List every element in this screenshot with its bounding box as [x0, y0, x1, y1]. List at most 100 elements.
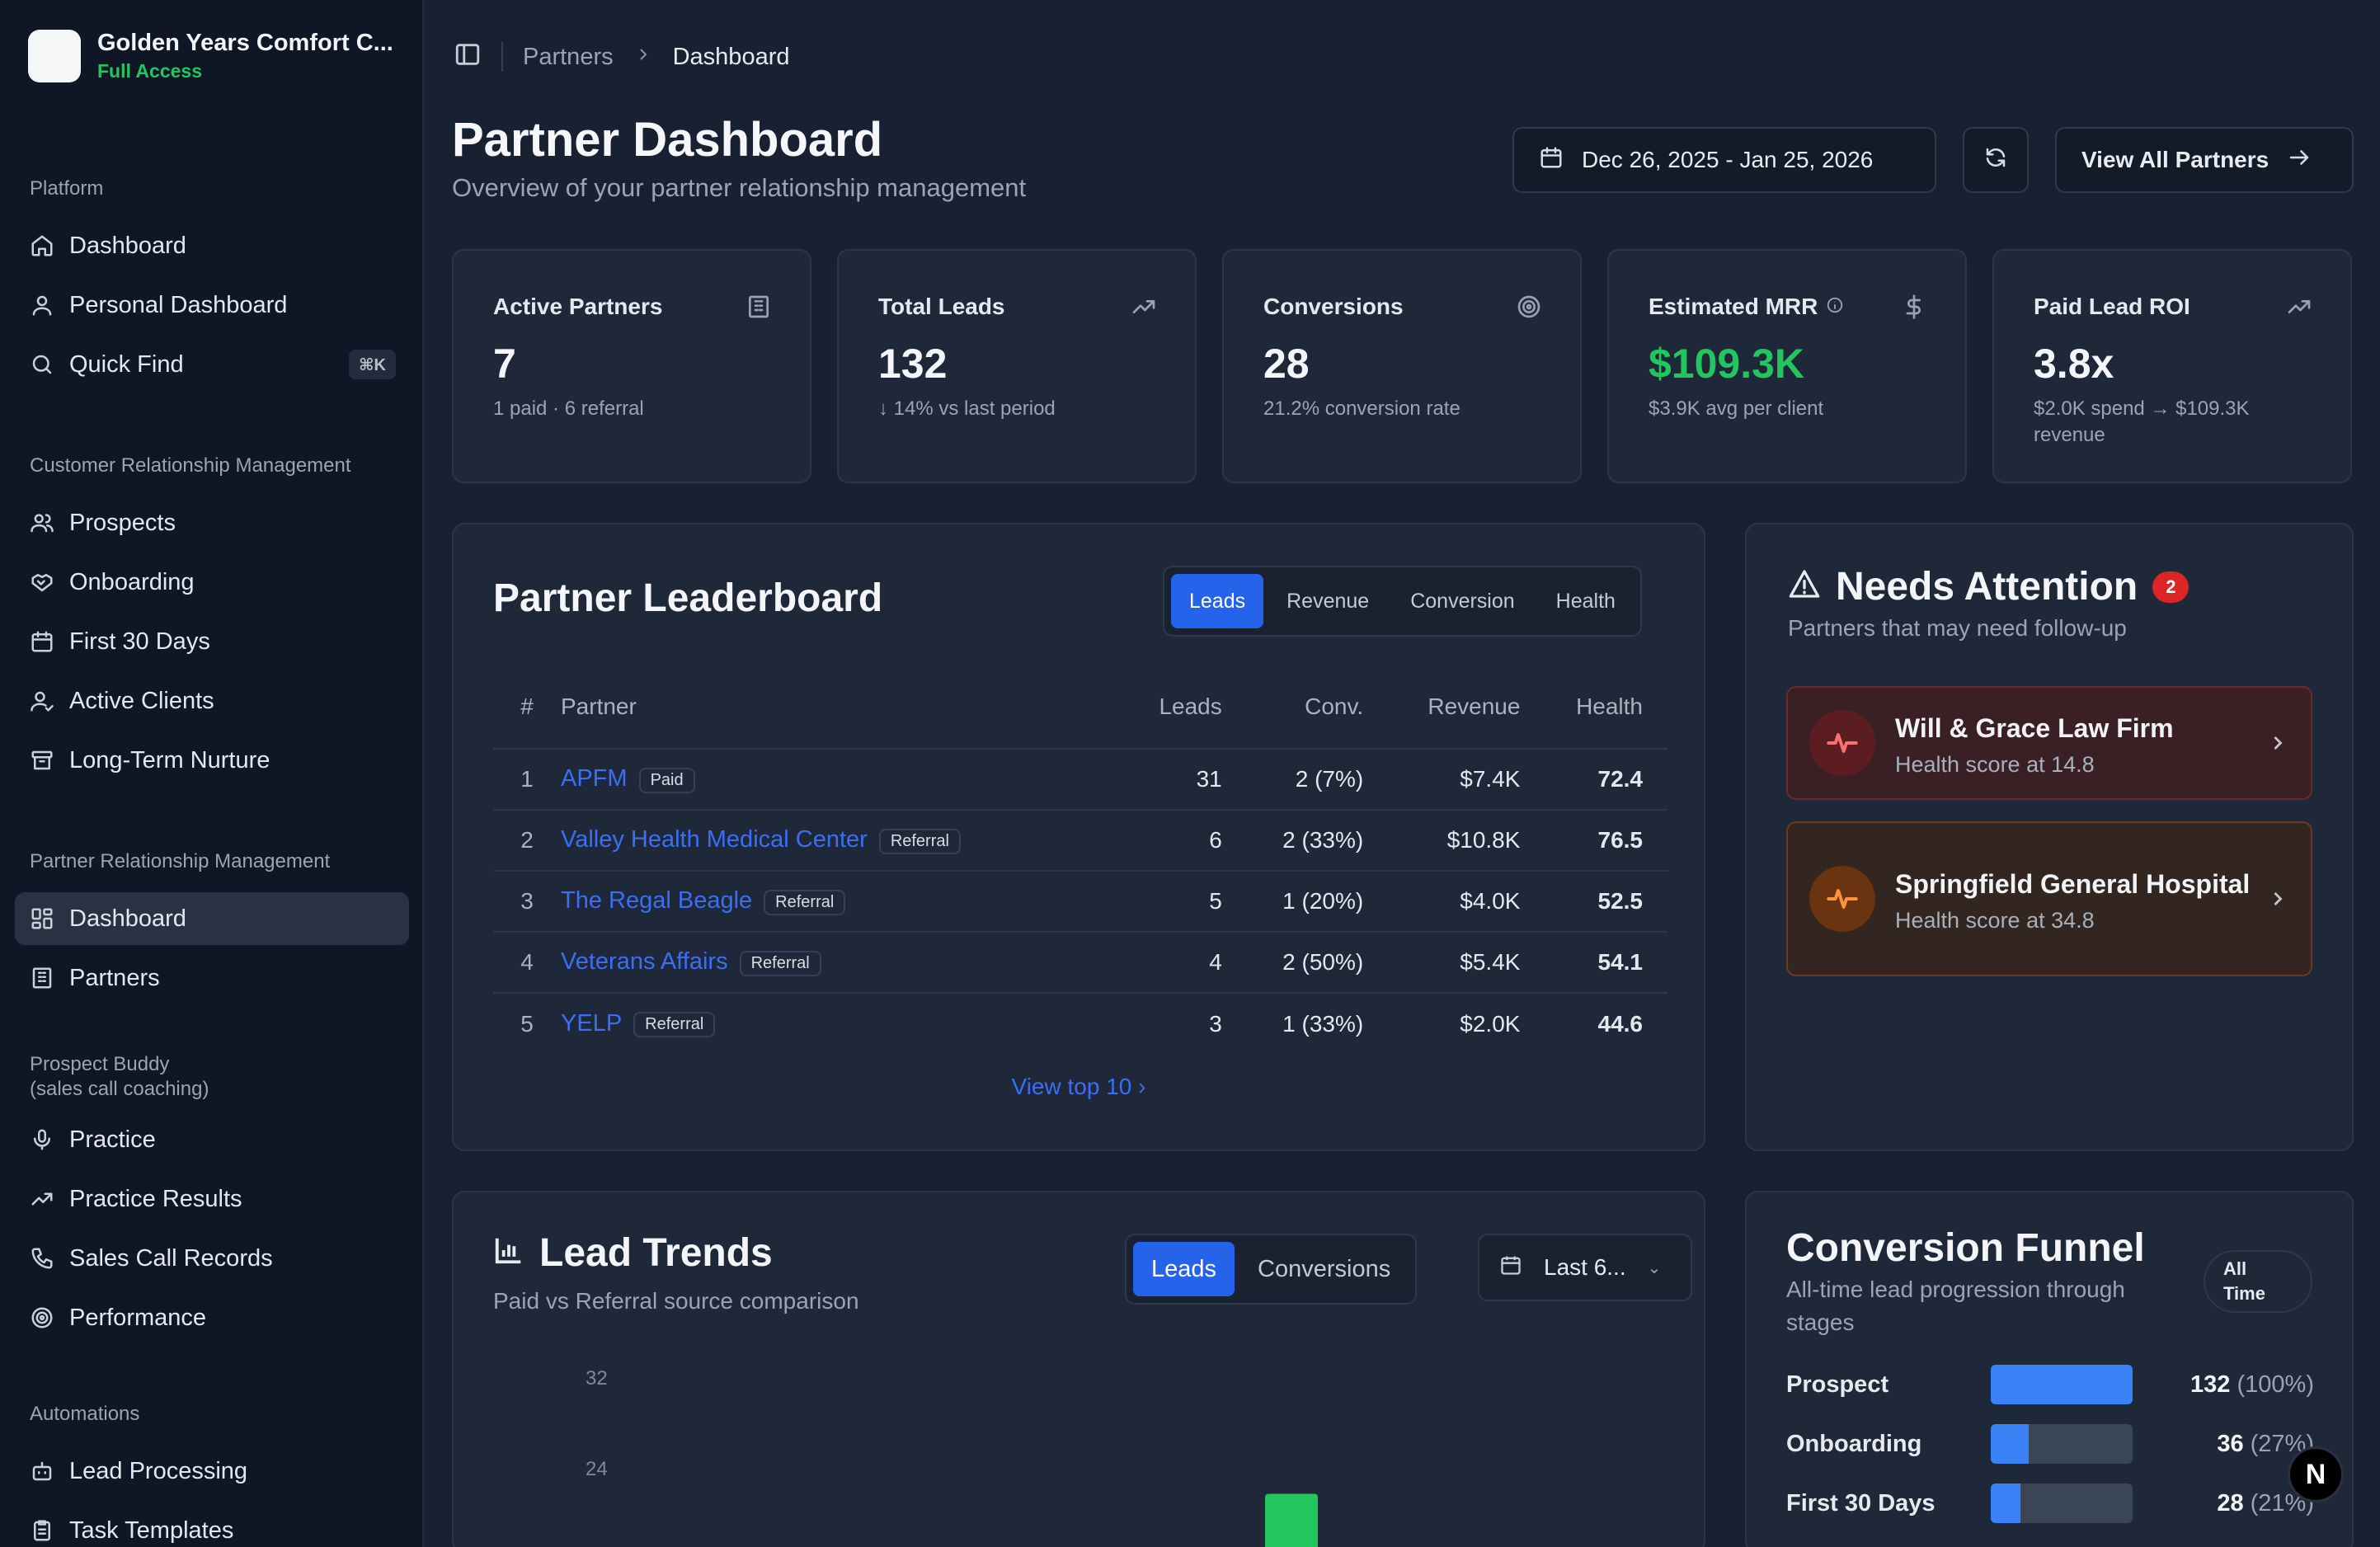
nav-section-automations: Automations Lead Processing Task Templat…	[0, 1402, 424, 1547]
partner-link[interactable]: APFM	[561, 765, 628, 792]
sidebar-item-first-30-days[interactable]: First 30 Days	[15, 615, 409, 668]
kpi-value: 7	[493, 341, 516, 387]
funnel-stage-label: Onboarding	[1786, 1430, 1922, 1457]
handshake-icon	[30, 570, 54, 595]
sidebar-item-label: Partners	[69, 964, 160, 991]
chevron-right-icon	[2266, 887, 2289, 916]
nav-section-prospect-buddy: Prospect Buddy (sales call coaching) Pra…	[0, 1052, 424, 1351]
conversion-funnel-panel: Conversion Funnel All-time lead progress…	[1745, 1191, 2354, 1547]
column-header-health: Health	[1576, 693, 1643, 719]
user-check-icon	[30, 689, 54, 713]
sidebar: Golden Years Comfort C... Full Access Pl…	[0, 0, 424, 1547]
sidebar-item-label: Onboarding	[69, 568, 195, 595]
table-row[interactable]: 2 Valley Health Medical Center Referral 6 2 …	[493, 809, 1667, 871]
date-range-picker[interactable]: Dec 26, 2025 - Jan 25, 2026	[1512, 127, 1936, 193]
table-header-row: # Partner Leads Conv. Revenue Health	[493, 665, 1667, 749]
bar-chart-icon	[493, 1234, 524, 1272]
org-access-level: Full Access	[97, 60, 202, 82]
view-top-label: View top 10	[1011, 1074, 1132, 1099]
breadcrumb-partners[interactable]: Partners	[523, 43, 614, 70]
sidebar-item-lead-processing[interactable]: Lead Processing	[15, 1445, 409, 1498]
range-label: Last 6...	[1544, 1254, 1626, 1280]
search-icon	[30, 352, 54, 377]
tab-leads[interactable]: Leads	[1171, 574, 1264, 628]
sidebar-item-partners[interactable]: Partners	[15, 952, 409, 1004]
refresh-button[interactable]	[1963, 127, 2029, 193]
sidebar-item-label: Practice	[69, 1126, 156, 1153]
partner-link[interactable]: The Regal Beagle	[561, 887, 753, 915]
kpi-label-text: Estimated MRR	[1649, 294, 1818, 319]
attention-count-badge: 2	[2152, 571, 2190, 603]
kpi-value: 3.8x	[2034, 341, 2114, 387]
sidebar-item-quick-find[interactable]: Quick Find ⌘K	[15, 338, 409, 391]
lead-trends-panel: Lead Trends Paid vs Referral source comp…	[452, 1191, 1705, 1547]
topbar: Partners Dashboard	[454, 38, 789, 76]
table-row[interactable]: 3 The Regal Beagle Referral 5 1 (20%) $4.0K 52…	[493, 870, 1667, 932]
tab-health[interactable]: Health	[1555, 589, 1616, 613]
sidebar-item-dashboard[interactable]: Dashboard	[15, 219, 409, 272]
funnel-stage-fill	[1991, 1424, 2030, 1464]
arrow-right-icon	[2287, 145, 2312, 176]
info-icon[interactable]	[1826, 294, 1844, 320]
revenue-cell: $5.4K	[1388, 931, 1545, 993]
calendar-icon	[30, 629, 54, 654]
sidebar-item-long-term-nurture[interactable]: Long-Term Nurture	[15, 734, 409, 787]
leads-cell: 3	[1129, 992, 1247, 1054]
phone-icon	[30, 1246, 54, 1271]
org-switcher[interactable]: Golden Years Comfort C... Full Access	[28, 30, 393, 82]
floating-assistant-button[interactable]: N	[2288, 1446, 2344, 1502]
health-cell: 54.1	[1545, 931, 1667, 993]
health-cell: 52.5	[1545, 870, 1667, 932]
tab-conversions[interactable]: Conversions	[1258, 1255, 1391, 1282]
partner-link[interactable]: Veterans Affairs	[561, 948, 728, 976]
nav-section-prm: Partner Relationship Management Dashboar…	[0, 849, 424, 1011]
tab-conversion[interactable]: Conversion	[1410, 589, 1515, 613]
funnel-stage-row: Onboarding 36 (27%)	[1786, 1423, 2314, 1465]
sidebar-item-practice-results[interactable]: Practice Results	[15, 1173, 409, 1225]
warning-triangle-icon	[1788, 567, 1821, 606]
activity-pulse-icon	[1809, 710, 1875, 776]
leads-cell: 31	[1129, 748, 1247, 810]
nav-heading: Customer Relationship Management	[30, 454, 351, 477]
tab-leads[interactable]: Leads	[1133, 1242, 1235, 1296]
tab-revenue[interactable]: Revenue	[1286, 589, 1370, 613]
revenue-cell: $4.0K	[1388, 870, 1545, 932]
chevron-down-icon: ⌄	[1647, 1258, 1662, 1277]
table-row[interactable]: 5 YELP Referral 3 1 (33%) $2.0K 44.6	[493, 992, 1667, 1054]
sidebar-toggle-icon[interactable]	[454, 40, 482, 74]
chart-bar[interactable]	[1265, 1493, 1318, 1547]
sidebar-item-prm-dashboard[interactable]: Dashboard	[15, 892, 409, 945]
table-row[interactable]: 1 APFM Paid 31 2 (7%) $7.4K 72.4	[493, 748, 1667, 810]
partner-link[interactable]: Valley Health Medical Center	[561, 826, 868, 853]
view-all-partners-button[interactable]: View All Partners	[2055, 127, 2354, 193]
view-top-10-link[interactable]: View top 10 ›	[454, 1074, 1704, 1100]
kpi-label: Estimated MRR	[1649, 294, 1926, 320]
kpi-subtext: ↓ 14% vs last period	[878, 397, 1056, 420]
attention-item-will-grace[interactable]: Will & Grace Law Firm Health score at 14…	[1786, 686, 2312, 800]
partner-type-tag: Referral	[878, 828, 961, 854]
attention-item-springfield[interactable]: Springfield General Hospital Health scor…	[1786, 821, 2312, 976]
range-select[interactable]: Last 6... ⌄	[1478, 1234, 1692, 1301]
rank-cell: 4	[493, 931, 561, 993]
sidebar-item-active-clients[interactable]: Active Clients	[15, 675, 409, 727]
sidebar-item-practice[interactable]: Practice	[15, 1113, 409, 1166]
sidebar-item-prospects[interactable]: Prospects	[15, 496, 409, 549]
revenue-cell: $7.4K	[1388, 748, 1545, 810]
clipboard-icon	[30, 1518, 54, 1543]
partner-link[interactable]: YELP	[561, 1009, 623, 1037]
all-time-filter[interactable]: All Time	[2204, 1250, 2312, 1313]
sidebar-item-performance[interactable]: Performance	[15, 1291, 409, 1344]
trending-up-icon	[1131, 294, 1157, 326]
funnel-stage-label: First 30 Days	[1786, 1489, 1936, 1516]
sidebar-item-sales-call-records[interactable]: Sales Call Records	[15, 1232, 409, 1285]
table-row[interactable]: 4 Veterans Affairs Referral 4 2 (50%) $5.4K 54…	[493, 931, 1667, 993]
sidebar-item-personal-dashboard[interactable]: Personal Dashboard	[15, 279, 409, 332]
breadcrumb-current: Dashboard	[672, 43, 790, 70]
chevron-right-icon: ›	[1138, 1074, 1146, 1099]
funnel-stage-row: First 30 Days 28 (21%)	[1786, 1483, 2314, 1524]
sidebar-item-onboarding[interactable]: Onboarding	[15, 556, 409, 609]
org-logo	[28, 30, 81, 82]
kpi-label: Paid Lead ROI	[2034, 294, 2190, 319]
sidebar-item-task-templates[interactable]: Task Templates	[15, 1504, 409, 1547]
leads-cell: 5	[1129, 870, 1247, 932]
